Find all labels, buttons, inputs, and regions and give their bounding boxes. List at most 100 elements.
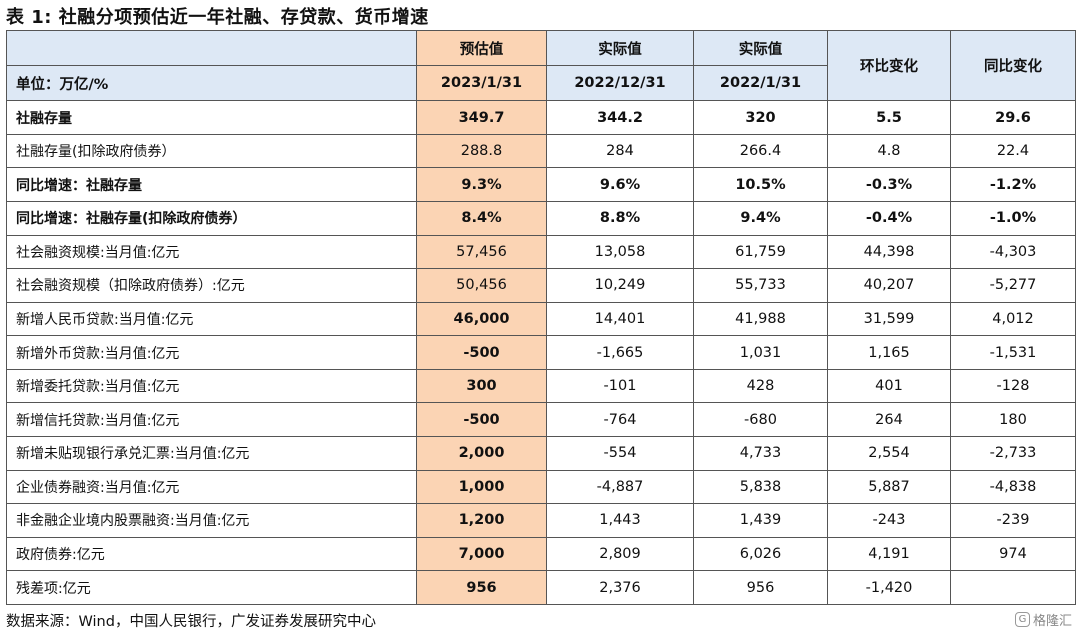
watermark: G 格隆汇	[1014, 610, 1072, 629]
row-label: 非金融企业境内股票融资:当月值:亿元	[6, 503, 417, 538]
value-cell: 956	[693, 570, 828, 605]
value-cell: 428	[693, 368, 828, 404]
row-label: 新增委托贷款:当月值:亿元	[6, 368, 417, 404]
value-cell: -4,887	[546, 469, 694, 505]
row-label: 新增人民币贷款:当月值:亿元	[6, 301, 417, 337]
value-cell: 1,443	[546, 503, 694, 538]
estimate-cell: 57,456	[416, 234, 547, 270]
table-row: 新增委托贷款:当月值:亿元 300 -101 428 401 -128	[6, 368, 1076, 404]
estimate-cell: 8.4%	[416, 201, 547, 236]
row-label: 新增外币贷款:当月值:亿元	[6, 335, 417, 370]
table-row: 企业债券融资:当月值:亿元 1,000 -4,887 5,838 5,887 -4,838	[6, 469, 1076, 505]
row-label: 社会融资规模（扣除政府债券）:亿元	[6, 268, 417, 303]
row-label: 同比增速：社融存量	[6, 167, 417, 203]
value-cell: 1,165	[827, 335, 951, 370]
watermark-text: 格隆汇	[1032, 614, 1072, 629]
row-label: 社融存量	[6, 100, 417, 135]
value-cell: 180	[950, 402, 1076, 437]
value-cell: 44,398	[827, 234, 951, 270]
estimate-cell: 1,000	[416, 469, 547, 505]
estimate-cell: 2,000	[416, 435, 547, 471]
row-label: 社融存量(扣除政府债券）	[6, 133, 417, 169]
value-cell: -5,277	[950, 268, 1076, 303]
value-cell: -1,665	[546, 335, 694, 370]
value-cell: -101	[546, 368, 694, 404]
value-cell: -2,733	[950, 435, 1076, 471]
value-cell: 4,733	[693, 435, 828, 471]
value-cell: 8.8%	[546, 201, 694, 236]
value-cell: 4,012	[950, 301, 1076, 337]
value-cell: -4,303	[950, 234, 1076, 270]
header-cell-mom-change: 环比变化	[827, 29, 951, 102]
estimate-cell: 349.7	[416, 100, 547, 135]
table-row: 社会融资规模:当月值:亿元 57,456 13,058 61,759 44,398 -4,…	[6, 234, 1076, 270]
value-cell: -554	[546, 435, 694, 471]
value-cell: 2,809	[546, 536, 694, 572]
table-row: 社融存量(扣除政府债券） 288.8 284 266.4 4.8 22.4	[6, 133, 1076, 169]
row-label: 政府债券:亿元	[6, 536, 417, 572]
estimate-cell: -500	[416, 402, 547, 437]
table-row: 社融存量 349.7 344.2 320 5.5 29.6	[6, 100, 1076, 135]
gelonghui-logo-icon: G	[1014, 612, 1030, 627]
header-date-cell: 2022/1/31	[693, 65, 828, 102]
value-cell: 401	[827, 368, 951, 404]
table-row: 残差项:亿元 956 2,376 956 -1,420	[6, 570, 1076, 605]
header-cell-actual: 实际值	[546, 29, 694, 67]
table-row: 新增未贴现银行承兑汇票:当月值:亿元 2,000 -554 4,733 2,554 -2,…	[6, 435, 1076, 471]
table-row: 非金融企业境内股票融资:当月值:亿元 1,200 1,443 1,439 -243 -23…	[6, 503, 1076, 538]
value-cell: -1.2%	[950, 167, 1076, 203]
value-cell: 13,058	[546, 234, 694, 270]
row-label: 同比增速：社融存量(扣除政府债券）	[6, 201, 417, 236]
value-cell: 974	[950, 536, 1076, 572]
header-cell-actual: 实际值	[693, 29, 828, 67]
value-cell: 9.6%	[546, 167, 694, 203]
estimate-cell: 50,456	[416, 268, 547, 303]
table-row: 同比增速：社融存量(扣除政府债券） 8.4% 8.8% 9.4% -0.4% -1.0%	[6, 201, 1076, 236]
value-cell: -243	[827, 503, 951, 538]
value-cell: 10.5%	[693, 167, 828, 203]
value-cell: -0.4%	[827, 201, 951, 236]
value-cell: 61,759	[693, 234, 828, 270]
estimate-cell: -500	[416, 335, 547, 370]
value-cell: 41,988	[693, 301, 828, 337]
value-cell: 1,031	[693, 335, 828, 370]
value-cell: 14,401	[546, 301, 694, 337]
value-cell	[950, 570, 1076, 605]
value-cell: -680	[693, 402, 828, 437]
estimate-cell: 288.8	[416, 133, 547, 169]
table-row: 政府债券:亿元 7,000 2,809 6,026 4,191 974	[6, 536, 1076, 572]
row-label: 社会融资规模:当月值:亿元	[6, 234, 417, 270]
value-cell: 5.5	[827, 100, 951, 135]
header-cell	[6, 29, 417, 67]
value-cell: 55,733	[693, 268, 828, 303]
row-label: 新增未贴现银行承兑汇票:当月值:亿元	[6, 435, 417, 471]
value-cell: 5,838	[693, 469, 828, 505]
estimate-cell: 46,000	[416, 301, 547, 337]
value-cell: -0.3%	[827, 167, 951, 203]
value-cell: 2,554	[827, 435, 951, 471]
estimate-cell: 9.3%	[416, 167, 547, 203]
estimate-cell: 300	[416, 368, 547, 404]
header-cell-estimate: 预估值	[416, 29, 547, 67]
value-cell: 266.4	[693, 133, 828, 169]
estimate-cell: 956	[416, 570, 547, 605]
row-label: 新增信托贷款:当月值:亿元	[6, 402, 417, 437]
value-cell: -1.0%	[950, 201, 1076, 236]
value-cell: -764	[546, 402, 694, 437]
value-cell: 5,887	[827, 469, 951, 505]
value-cell: -128	[950, 368, 1076, 404]
value-cell: 4,191	[827, 536, 951, 572]
value-cell: 10,249	[546, 268, 694, 303]
value-cell: 344.2	[546, 100, 694, 135]
table-row: 新增人民币贷款:当月值:亿元 46,000 14,401 41,988 31,599 4,…	[6, 301, 1076, 337]
value-cell: 31,599	[827, 301, 951, 337]
table-row: 新增外币贷款:当月值:亿元 -500 -1,665 1,031 1,165 -1,531	[6, 335, 1076, 370]
header-row-1: 预估值 实际值 实际值 环比变化 同比变化	[6, 29, 1076, 102]
header-cell-yoy-change: 同比变化	[950, 29, 1076, 102]
value-cell: 1,439	[693, 503, 828, 538]
value-cell: 2,376	[546, 570, 694, 605]
header-row-2: 单位：万亿/% 2023/1/31 2022/12/31 2022/1/31	[6, 65, 1076, 102]
value-cell: -4,838	[950, 469, 1076, 505]
value-cell: -1,531	[950, 335, 1076, 370]
value-cell: 29.6	[950, 100, 1076, 135]
